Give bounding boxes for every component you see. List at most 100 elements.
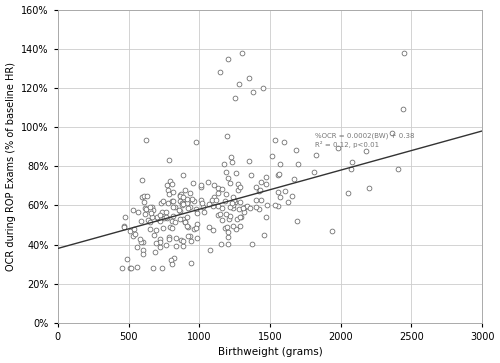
- Point: [220, 225, 228, 231]
- Point: [158, 225, 166, 231]
- Point: [154, 216, 162, 222]
- Point: [228, 202, 236, 208]
- Point: [218, 186, 226, 192]
- Point: [165, 236, 173, 242]
- Point: [127, 265, 135, 271]
- Point: [150, 207, 158, 213]
- Point: [206, 247, 214, 253]
- Point: [138, 219, 145, 224]
- Point: [143, 193, 151, 199]
- Point: [234, 187, 242, 193]
- Point: [179, 196, 187, 201]
- Point: [186, 233, 194, 239]
- Point: [156, 212, 164, 218]
- Point: [192, 210, 200, 216]
- Point: [141, 205, 149, 211]
- Point: [188, 196, 196, 202]
- Point: [140, 211, 148, 217]
- Point: [334, 146, 342, 151]
- Point: [156, 240, 164, 245]
- Point: [178, 238, 186, 244]
- Point: [230, 95, 238, 101]
- Point: [222, 211, 230, 217]
- Point: [162, 214, 170, 220]
- Point: [394, 166, 402, 171]
- Point: [262, 215, 270, 220]
- Point: [118, 265, 126, 271]
- Point: [133, 245, 141, 250]
- Point: [179, 216, 187, 222]
- Point: [328, 228, 336, 234]
- Point: [144, 217, 152, 223]
- Point: [170, 204, 177, 210]
- Point: [168, 198, 176, 204]
- Point: [205, 201, 213, 207]
- Point: [222, 169, 230, 175]
- Point: [210, 195, 218, 200]
- Point: [168, 218, 176, 224]
- Point: [134, 209, 141, 215]
- Point: [184, 233, 192, 239]
- Point: [162, 209, 170, 215]
- Point: [164, 187, 172, 193]
- Point: [217, 241, 225, 246]
- Point: [226, 180, 234, 186]
- Point: [226, 204, 234, 210]
- Point: [190, 198, 198, 204]
- Point: [190, 227, 198, 232]
- Point: [182, 196, 190, 202]
- Point: [280, 139, 288, 145]
- Point: [131, 231, 139, 237]
- Point: [136, 236, 144, 242]
- Point: [136, 240, 144, 245]
- Point: [159, 198, 167, 204]
- Point: [366, 185, 374, 191]
- Point: [168, 181, 175, 187]
- Point: [197, 182, 205, 188]
- Point: [224, 229, 232, 235]
- Point: [152, 228, 160, 233]
- Point: [268, 153, 276, 159]
- Point: [237, 214, 245, 220]
- Point: [142, 207, 150, 212]
- Point: [142, 138, 150, 143]
- Point: [156, 244, 164, 250]
- Point: [284, 199, 292, 205]
- Point: [138, 247, 146, 253]
- Point: [120, 224, 128, 229]
- Point: [166, 178, 174, 184]
- Point: [224, 175, 232, 181]
- Point: [208, 197, 216, 203]
- Text: %OCR = 0.0002(BW) + 0.38
R² = 0.12, p<0.01: %OCR = 0.0002(BW) + 0.38 R² = 0.12, p<0.…: [316, 133, 415, 148]
- Point: [186, 204, 194, 210]
- Point: [362, 148, 370, 154]
- Point: [192, 221, 200, 227]
- Point: [129, 207, 137, 213]
- Point: [126, 228, 134, 234]
- Point: [158, 209, 166, 215]
- Point: [236, 223, 244, 229]
- Point: [148, 204, 156, 209]
- Point: [164, 234, 172, 240]
- Point: [196, 184, 204, 189]
- Point: [210, 228, 218, 233]
- Point: [178, 200, 186, 206]
- Point: [204, 179, 212, 185]
- Point: [158, 265, 166, 271]
- Point: [192, 206, 200, 212]
- Point: [262, 175, 270, 180]
- Point: [238, 50, 246, 56]
- Point: [212, 197, 220, 203]
- Point: [272, 203, 280, 208]
- Point: [348, 159, 356, 164]
- Point: [200, 204, 207, 210]
- Point: [274, 171, 282, 177]
- Point: [236, 199, 244, 204]
- Point: [388, 130, 396, 136]
- Point: [245, 158, 253, 164]
- Point: [186, 190, 194, 196]
- Point: [129, 233, 137, 238]
- Point: [198, 200, 206, 206]
- Point: [243, 203, 251, 209]
- Point: [226, 213, 234, 219]
